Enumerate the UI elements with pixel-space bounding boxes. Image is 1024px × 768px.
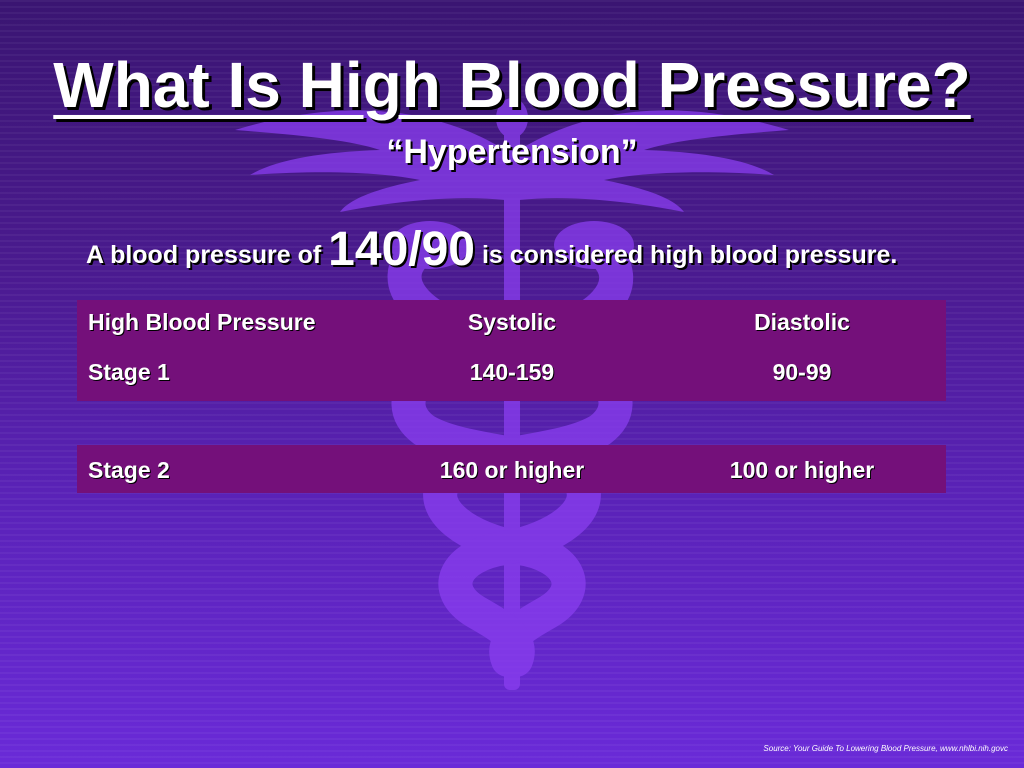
definition-value: 140/90 bbox=[328, 223, 475, 276]
stage-2-systolic: 160 or higher bbox=[439, 457, 585, 483]
stage-1-systolic: 140-159 bbox=[469, 359, 555, 385]
stage-1-diastolic: 90-99 bbox=[772, 359, 832, 385]
bp-table-block-1: High Blood Pressure Systolic Diastolic S… bbox=[77, 300, 946, 401]
slide-title: What Is High Blood Pressure? bbox=[53, 49, 971, 121]
stage-2-diastolic: 100 or higher bbox=[729, 457, 875, 483]
slide-subtitle: “Hypertension” bbox=[386, 133, 638, 171]
table-header-diastolic: Diastolic bbox=[754, 309, 850, 335]
table-header-systolic: Systolic bbox=[467, 309, 557, 335]
stage-1-label: Stage 1 bbox=[88, 359, 170, 385]
definition-text: A blood pressure of 140/90 is considered… bbox=[86, 222, 1016, 277]
table-header-category: High Blood Pressure bbox=[88, 309, 316, 335]
bp-table-block-2: Stage 2 160 or higher 100 or higher bbox=[77, 445, 946, 493]
definition-suffix: is considered high blood pressure. bbox=[481, 241, 898, 269]
definition-prefix: A blood pressure of bbox=[86, 241, 322, 269]
source-citation: Source: Your Guide To Lowering Blood Pre… bbox=[763, 744, 1008, 753]
stage-2-label: Stage 2 bbox=[88, 457, 170, 483]
